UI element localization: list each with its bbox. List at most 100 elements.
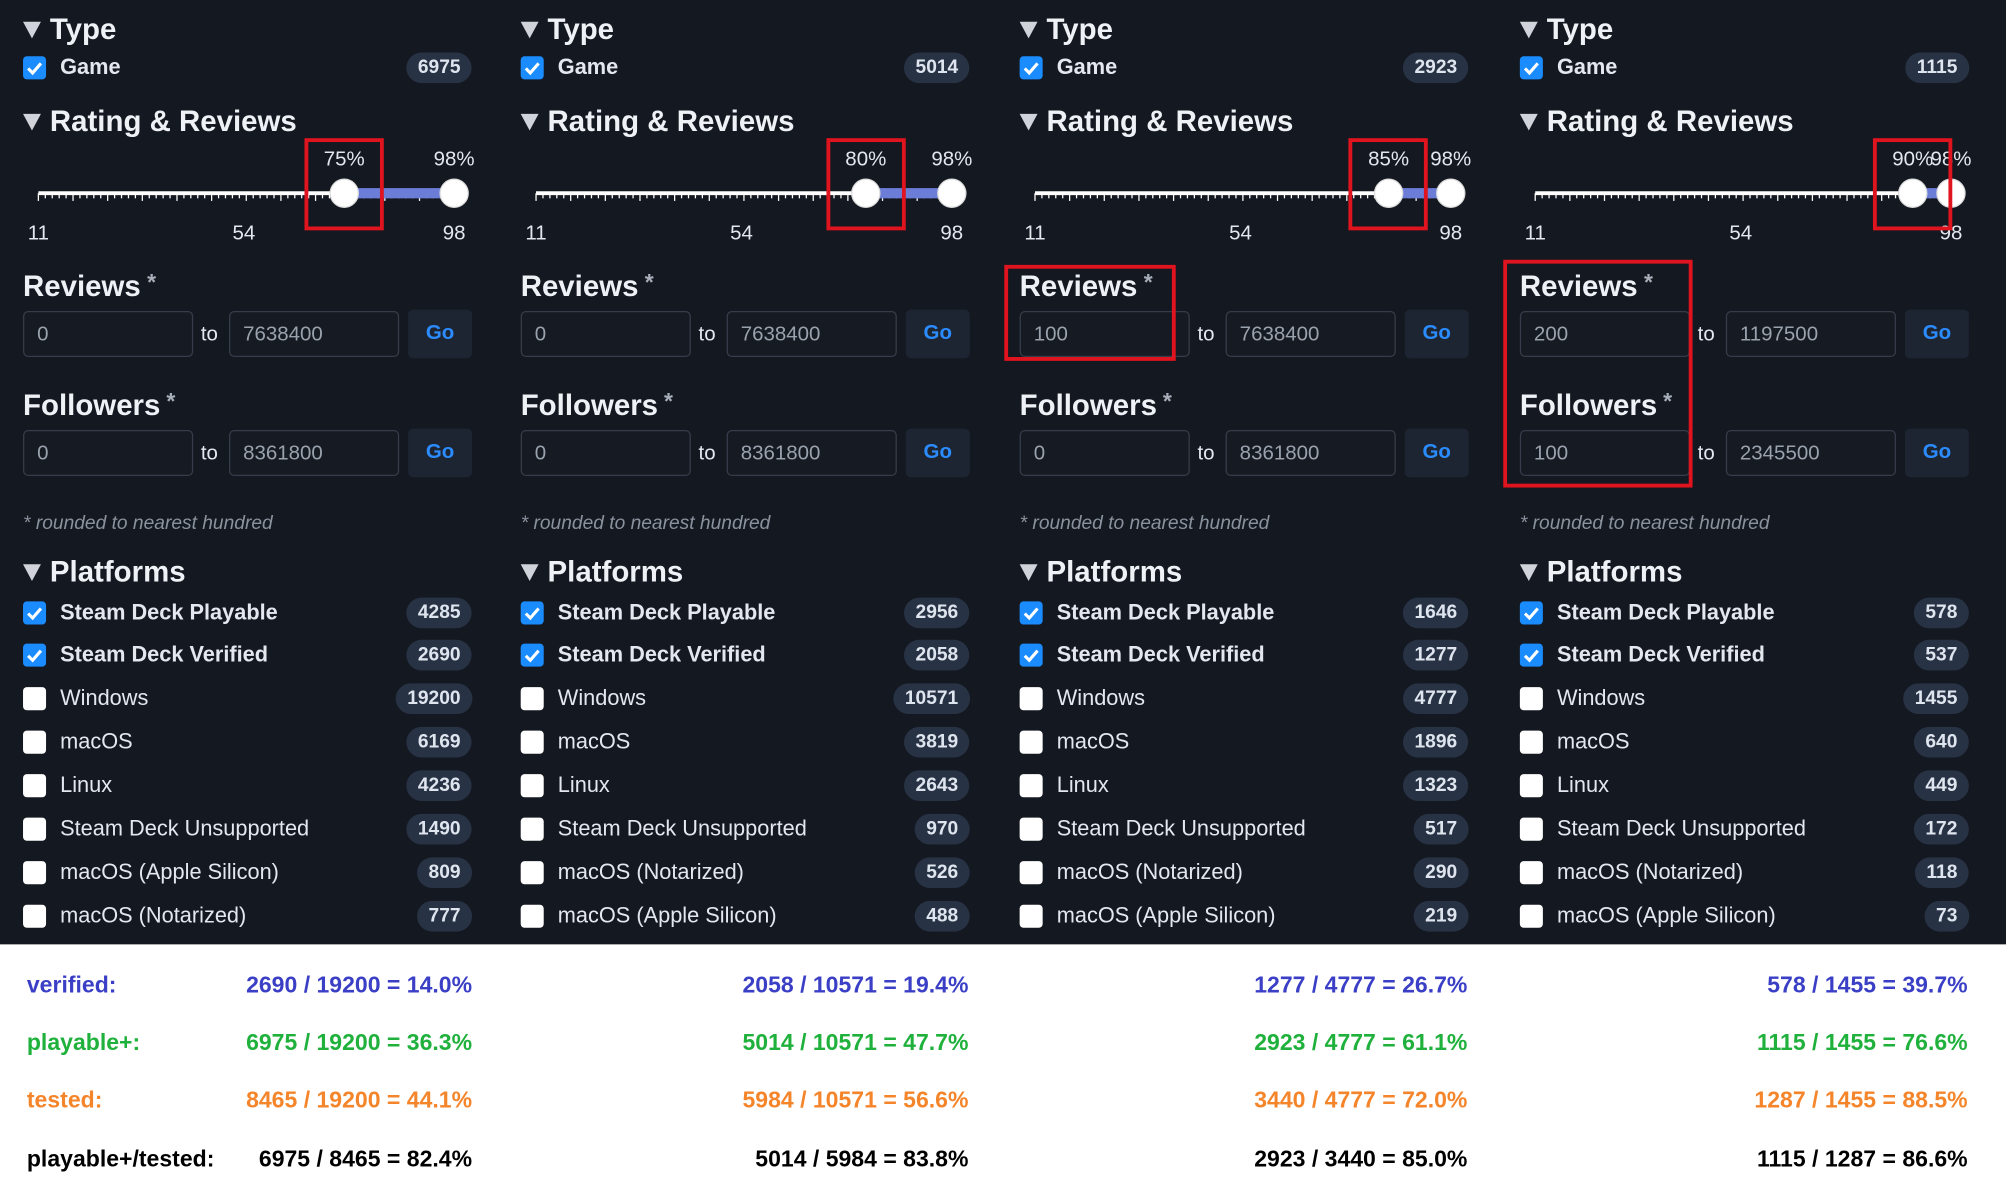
slider-thumb: [439, 178, 469, 208]
rating-slider: 80% 98% 11 54 98: [525, 147, 972, 245]
stat-value: 5984 / 10571 = 56.6%: [742, 1087, 969, 1113]
stat-value: 1115 / 1455 = 76.6%: [1756, 1029, 1968, 1056]
stat-value: 578 / 1455 = 39.7%: [1767, 971, 1968, 998]
option-label: macOS (Apple Silicon): [557, 903, 777, 928]
checkbox[interactable]: [1519, 56, 1543, 80]
go-button[interactable]: Go: [408, 428, 473, 478]
number-input[interactable]: 200: [1519, 310, 1691, 358]
number-input[interactable]: 1197500: [1725, 310, 1896, 358]
checkbox[interactable]: [520, 774, 544, 798]
checkbox[interactable]: [520, 904, 544, 928]
checkbox[interactable]: [23, 730, 47, 754]
go-button[interactable]: Go: [905, 428, 970, 478]
stat-value: 1287 / 1455 = 88.5%: [1754, 1087, 1968, 1113]
option-label: macOS: [60, 729, 133, 754]
number-input[interactable]: 8361800: [726, 429, 897, 477]
to-label: to: [698, 323, 716, 346]
count-badge: 172: [1913, 813, 1969, 845]
checkbox[interactable]: [520, 56, 544, 80]
count-badge: 6975: [406, 52, 473, 84]
number-input[interactable]: 8361800: [229, 429, 400, 477]
number-input[interactable]: 0: [23, 310, 194, 358]
number-input[interactable]: 100: [1519, 429, 1691, 477]
slider-thumb: [937, 178, 967, 208]
go-button[interactable]: Go: [905, 309, 970, 359]
checkbox[interactable]: [1519, 730, 1543, 754]
number-input[interactable]: 7638400: [726, 310, 897, 358]
go-button[interactable]: Go: [1904, 428, 1969, 478]
number-input[interactable]: 0: [23, 429, 194, 477]
count-badge: 2923: [1402, 52, 1469, 84]
checkbox[interactable]: [1519, 601, 1543, 625]
number-input[interactable]: 7638400: [229, 310, 400, 358]
slider-scale-label: 98: [940, 222, 963, 245]
check-icon: [27, 62, 43, 76]
check-icon: [524, 62, 540, 76]
checkbox[interactable]: [23, 643, 47, 667]
checkbox[interactable]: [1519, 904, 1543, 928]
number-input[interactable]: 0: [520, 429, 691, 477]
number-input[interactable]: 2345500: [1725, 429, 1896, 477]
checkbox[interactable]: [520, 861, 544, 885]
filter-panel: Type Game 1115 Rating & Reviews 90% 98% 11 54 98…: [1503, 0, 1972, 944]
checkbox[interactable]: [520, 817, 544, 841]
rating-slider: 90%98%11 54 98: [1525, 147, 1972, 244]
slider-value-label: 98%: [434, 147, 475, 170]
to-label: to: [200, 323, 218, 346]
checkbox[interactable]: [1019, 643, 1043, 667]
go-button[interactable]: Go: [408, 309, 473, 359]
checkbox[interactable]: [1019, 687, 1043, 711]
checkbox[interactable]: [23, 904, 47, 928]
checkbox[interactable]: [1019, 774, 1043, 798]
checkbox[interactable]: [1019, 817, 1043, 841]
highlight-box: [1348, 138, 1429, 231]
go-button[interactable]: Go: [1404, 428, 1469, 478]
highlight-box: [1873, 138, 1953, 231]
checkbox[interactable]: [1019, 861, 1043, 885]
number-input[interactable]: 0: [1019, 429, 1190, 477]
checkbox[interactable]: [1019, 56, 1043, 80]
checkbox[interactable]: [1519, 687, 1543, 711]
checkbox[interactable]: [1519, 817, 1543, 841]
count-badge: 10571: [893, 683, 970, 715]
checkbox[interactable]: [1519, 643, 1543, 667]
option-label: Linux: [60, 772, 113, 798]
checkbox[interactable]: [23, 861, 47, 885]
checkbox[interactable]: [1019, 730, 1043, 754]
count-badge: 118: [1914, 857, 1969, 889]
checkbox[interactable]: [1519, 774, 1543, 798]
checkbox[interactable]: [23, 56, 47, 80]
count-badge: 6169: [406, 726, 473, 758]
checkbox[interactable]: [1019, 601, 1043, 625]
checkbox[interactable]: [23, 601, 47, 625]
checkbox[interactable]: [1019, 904, 1043, 928]
number-input[interactable]: 7638400: [1225, 310, 1396, 358]
checkbox[interactable]: [1519, 861, 1543, 885]
triangle: [520, 21, 539, 39]
slider-thumb: [851, 178, 881, 208]
count-badge: 1896: [1402, 726, 1469, 758]
number-input[interactable]: 8361800: [1225, 429, 1396, 477]
slider-scale-label: 11: [1024, 222, 1045, 245]
number-input[interactable]: 100: [1019, 310, 1190, 358]
slider-value-label: 98%: [1430, 147, 1471, 170]
go-button[interactable]: Go: [1904, 309, 1969, 359]
stat-value: 2690 / 19200 = 14.0%: [246, 971, 473, 998]
go-button[interactable]: Go: [1404, 309, 1469, 359]
checkbox[interactable]: [520, 601, 544, 625]
checkbox[interactable]: [23, 687, 47, 711]
checkbox[interactable]: [23, 774, 47, 798]
triangle: [23, 113, 41, 131]
checkbox[interactable]: [520, 687, 544, 711]
count-badge: 1115: [1905, 52, 1969, 84]
checkbox[interactable]: [23, 817, 47, 841]
checkbox[interactable]: [520, 730, 544, 754]
stat-label: tested:: [26, 1087, 103, 1113]
check-icon: [27, 607, 43, 621]
section-heading: Type: [49, 12, 117, 46]
count-badge: 4777: [1402, 683, 1469, 715]
checkbox[interactable]: [520, 643, 544, 667]
slider-scale-label: 98: [443, 222, 466, 245]
number-input[interactable]: 0: [520, 310, 691, 358]
count-badge: 1646: [1402, 597, 1469, 629]
